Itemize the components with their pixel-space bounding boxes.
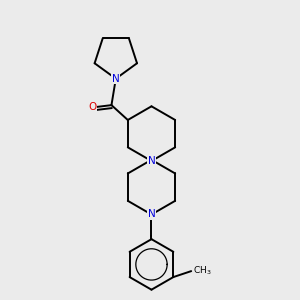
Text: O: O <box>88 103 96 112</box>
Text: N: N <box>148 209 155 220</box>
Text: CH$_3$: CH$_3$ <box>193 265 211 278</box>
Text: N: N <box>148 156 155 166</box>
Text: N: N <box>112 74 120 84</box>
